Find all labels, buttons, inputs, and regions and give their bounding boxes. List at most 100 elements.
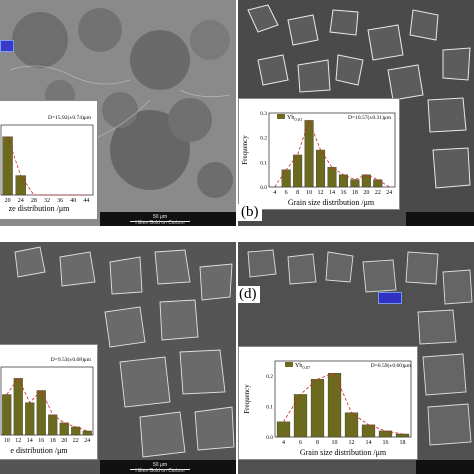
x-tick-label: 12 <box>318 190 324 196</box>
histogram-bar <box>59 422 69 436</box>
x-tick-label: 32 <box>44 198 50 204</box>
histogram-bar <box>82 430 92 436</box>
x-tick-label: 24 <box>386 190 392 196</box>
x-tick-label: 10 <box>332 440 338 446</box>
scale-bar-a: 50 μm Hiltes Gold on Carbon <box>100 212 236 226</box>
scale-label-a: 50 μm <box>153 214 167 220</box>
plot-frame <box>0 366 94 436</box>
histogram-bar <box>293 154 303 188</box>
histogram-inset-d: 4 6 8 10 12 14 16 18 0.0 0.1 0.2 Yb0.07 D=8.59(±0.60… <box>238 346 418 460</box>
histogram-chart-d: 4 6 8 10 12 14 16 18 0.0 0.1 0.2 Yb0.07 D=8.59(±0.60… <box>243 360 412 457</box>
lognormal-fit-curve <box>7 136 87 196</box>
histogram-bar <box>36 390 46 436</box>
histogram-bar <box>350 179 360 188</box>
x-tick-label: 12 <box>349 440 355 446</box>
histogram-bar <box>71 426 81 436</box>
histogram-chart-b: 4 6 8 10 12 14 16 18 20 22 24 0.0 0.1 0.2 0.3 Yb0.01 D=1… <box>241 111 396 207</box>
histogram-bar <box>2 394 12 436</box>
y-tick-label: 0.3 <box>260 111 267 117</box>
scale-sub-a: Hiltes Gold on Carbon <box>135 220 185 226</box>
lognormal-fit-curve <box>274 119 390 188</box>
histogram-inset-c: 10 12 14 16 18 20 22 24 D=9.53(±0.68)μm e distrib… <box>0 344 98 460</box>
scale-bar-b <box>406 212 474 226</box>
x-tick-label: 20 <box>363 190 369 196</box>
x-tick-label: 14 <box>27 438 33 444</box>
histogram-bar <box>373 179 383 188</box>
plot-frame <box>274 360 412 438</box>
x-tick-label: 24 <box>84 438 90 444</box>
histogram-bar <box>48 414 58 436</box>
scale-sub-c: Hiltes Gold on Carbon <box>135 468 185 474</box>
y-tick-label: 0.1 <box>260 160 267 166</box>
panel-label-b: (b) <box>238 204 262 221</box>
histogram-bar <box>281 169 291 188</box>
panel-label-d: (d) <box>238 286 260 303</box>
lognormal-fit-curve <box>6 377 88 432</box>
x-tick-label: 10 <box>4 438 10 444</box>
histogram-inset-a: 20 24 28 32 36 40 44 D=15.92(±0.74)μm ze distrib… <box>0 100 98 220</box>
x-tick-label: 14 <box>366 440 372 446</box>
histogram-bar <box>13 378 23 436</box>
y-tick-label: 0.0 <box>260 185 267 191</box>
x-tick-label: 4 <box>282 440 285 446</box>
x-tick-label: 36 <box>57 198 63 204</box>
y-tick-label: 0.1 <box>266 405 273 411</box>
histogram-bar <box>293 394 308 438</box>
histogram-bar <box>15 175 26 196</box>
plot-frame <box>0 124 94 196</box>
sem-panel-a: 20 24 28 32 36 40 44 D=15.92(±0.74)μm ze distrib… <box>0 0 236 226</box>
scale-line-a <box>130 221 190 222</box>
histogram-chart-a: 20 24 28 32 36 40 44 D=15.92(±0.74)μm ze distrib… <box>0 114 94 213</box>
x-tick-label: 44 <box>83 198 89 204</box>
histogram-chart-c: 10 12 14 16 18 20 22 24 D=9.53(±0.68)μm e distrib… <box>0 356 94 455</box>
histogram-bar <box>361 174 371 188</box>
x-tick-label: 4 <box>273 190 276 196</box>
histogram-inset-b: 4 6 8 10 12 14 16 18 20 22 24 0.0 0.1 0.2 0.3 Yb0.01 D=1… <box>238 98 400 210</box>
scale-marker-d <box>378 292 402 304</box>
x-tick-label: 6 <box>299 440 302 446</box>
diameter-label-a: D=15.92(±0.74)μm <box>48 114 92 121</box>
histogram-bar <box>338 174 348 188</box>
scale-label-c: 50 μm <box>153 462 167 468</box>
x-tick-label: 18 <box>400 440 406 446</box>
histogram-bar <box>316 149 326 188</box>
diameter-label-c: D=9.53(±0.68)μm <box>51 356 92 363</box>
x-axis-label-c: e distribution /μm <box>10 446 68 455</box>
x-axis-label-a: ze distribution /μm <box>9 204 71 213</box>
x-axis-label-d: Grain size distribution /μm <box>300 448 387 457</box>
x-tick-label: 8 <box>296 190 299 196</box>
y-axis-label-b: Frequency <box>241 135 249 165</box>
diameter-label-d: D=8.59(±0.60)μm <box>371 362 412 369</box>
x-tick-label: 28 <box>31 198 37 204</box>
histogram-bar <box>25 402 35 436</box>
legend-swatch-d <box>285 362 293 367</box>
sem-panel-b: 4 6 8 10 12 14 16 18 20 22 24 0.0 0.1 0.2 0.3 Yb0.01 D=1… <box>238 0 474 226</box>
histogram-bar <box>395 433 410 438</box>
legend-swatch-b <box>277 114 285 119</box>
x-tick-label: 10 <box>306 190 312 196</box>
sem-panel-d: 4 6 8 10 12 14 16 18 0.0 0.1 0.2 Yb0.07 D=8.59(±0.60… <box>238 242 474 474</box>
x-tick-label: 14 <box>329 190 335 196</box>
x-tick-label: 16 <box>383 440 389 446</box>
x-tick-label: 22 <box>73 438 79 444</box>
legend-label-d: Yb0.07 <box>295 363 311 370</box>
x-tick-label: 20 <box>61 438 67 444</box>
x-tick-label: 18 <box>352 190 358 196</box>
lognormal-fit-curve <box>283 372 403 435</box>
scale-marker-a <box>0 40 14 52</box>
y-tick-label: 0.2 <box>266 374 273 380</box>
x-tick-label: 20 <box>5 198 11 204</box>
y-tick-label: 0.0 <box>266 435 273 441</box>
y-axis-label-d: Frequency <box>243 384 251 414</box>
histogram-bar <box>327 167 337 188</box>
x-tick-label: 6 <box>285 190 288 196</box>
scale-bar-c: 50 μm Hiltes Gold on Carbon <box>100 460 236 474</box>
x-tick-label: 24 <box>18 198 24 204</box>
y-tick-label: 0.2 <box>260 136 267 142</box>
x-tick-label: 16 <box>38 438 44 444</box>
sem-panel-c: 10 12 14 16 18 20 22 24 D=9.53(±0.68)μm e distrib… <box>0 242 236 474</box>
x-tick-label: 40 <box>70 198 76 204</box>
histogram-bar <box>276 421 291 438</box>
scale-line-c <box>130 469 190 470</box>
histogram-bar <box>327 373 342 438</box>
